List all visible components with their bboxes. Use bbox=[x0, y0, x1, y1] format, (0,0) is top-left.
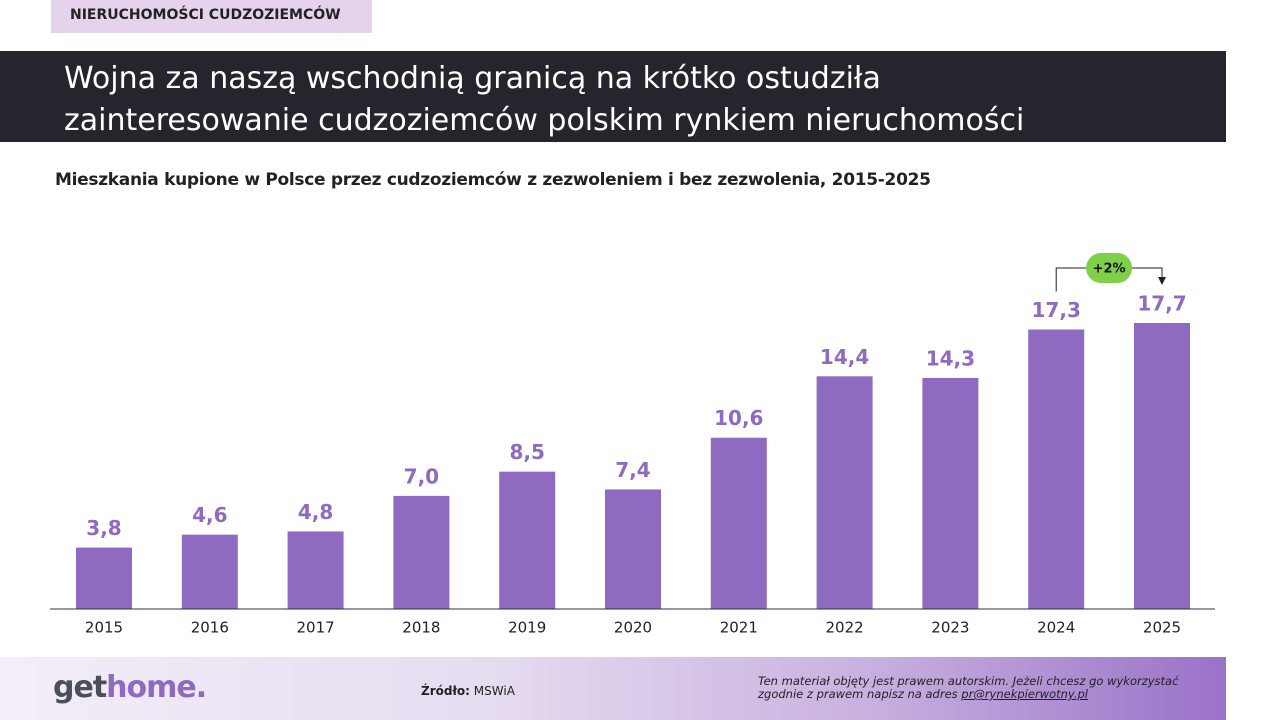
bar bbox=[605, 489, 661, 609]
x-tick-label: 2025 bbox=[1143, 619, 1181, 637]
logo-part: home. bbox=[106, 670, 207, 705]
logo-part: get bbox=[53, 670, 107, 705]
value-label: 4,6 bbox=[192, 503, 227, 527]
value-label: 14,4 bbox=[820, 345, 869, 369]
value-label: 3,8 bbox=[86, 516, 121, 540]
notice-line: zgodnie z prawem napisz na adres bbox=[758, 687, 958, 701]
x-tick-label: 2024 bbox=[1037, 619, 1075, 637]
title-band: Wojna za naszą wschodnią granicą na krót… bbox=[0, 51, 1226, 142]
value-label: 8,5 bbox=[509, 440, 544, 464]
bar bbox=[287, 531, 344, 609]
x-tick-label: 2018 bbox=[402, 619, 440, 637]
x-tick-label: 2020 bbox=[614, 619, 652, 637]
section-tag: NIERUCHOMOŚCI CUDZOZIEMCÓW bbox=[51, 0, 372, 33]
chart-title: Mieszkania kupione w Polsce przez cudzoz… bbox=[55, 170, 931, 190]
annotation-arrow bbox=[1158, 277, 1166, 285]
x-tick-label: 2016 bbox=[191, 619, 229, 637]
value-label: 14,3 bbox=[926, 346, 975, 370]
bar bbox=[922, 377, 979, 609]
x-tick-label: 2019 bbox=[508, 619, 546, 637]
bar bbox=[76, 547, 132, 609]
notice-line: Ten materiał objęty jest prawem autorski… bbox=[758, 674, 1179, 688]
bar bbox=[1134, 323, 1190, 609]
footer-band bbox=[0, 657, 1226, 720]
bar bbox=[816, 376, 873, 609]
x-tick-label: 2017 bbox=[297, 619, 335, 637]
value-label: 7,4 bbox=[615, 458, 650, 482]
x-tick-label: 2023 bbox=[931, 619, 969, 637]
bar bbox=[393, 495, 450, 609]
copyright-notice: Ten materiał objęty jest prawem autorski… bbox=[758, 675, 1178, 701]
bar bbox=[710, 437, 767, 609]
x-tick-label: 2022 bbox=[826, 619, 864, 637]
bar bbox=[181, 534, 238, 609]
logo: gethome. bbox=[53, 670, 207, 705]
source-text: MSWiA bbox=[473, 684, 515, 698]
value-label: 17,7 bbox=[1137, 292, 1186, 316]
value-label: 17,3 bbox=[1032, 298, 1081, 322]
title-line: Wojna za naszą wschodnią granicą na krót… bbox=[64, 61, 881, 96]
source-label: Źródło: bbox=[421, 684, 470, 698]
x-tick-label: 2015 bbox=[85, 619, 123, 637]
x-tick-label: 2021 bbox=[720, 619, 758, 637]
bar bbox=[1028, 329, 1085, 609]
notice-email[interactable]: pr@rynekpierwotny.pl bbox=[961, 687, 1088, 701]
value-label: 10,6 bbox=[714, 406, 763, 430]
bar bbox=[499, 471, 556, 609]
annotation: +2% bbox=[1093, 262, 1126, 277]
title-line: zainteresowanie cudzoziemców polskim ryn… bbox=[64, 103, 1025, 138]
annotation-badge bbox=[1086, 253, 1133, 283]
value-label: 4,8 bbox=[298, 500, 333, 524]
value-label: 7,0 bbox=[404, 464, 439, 488]
source: Źródło: MSWiA bbox=[421, 684, 515, 698]
